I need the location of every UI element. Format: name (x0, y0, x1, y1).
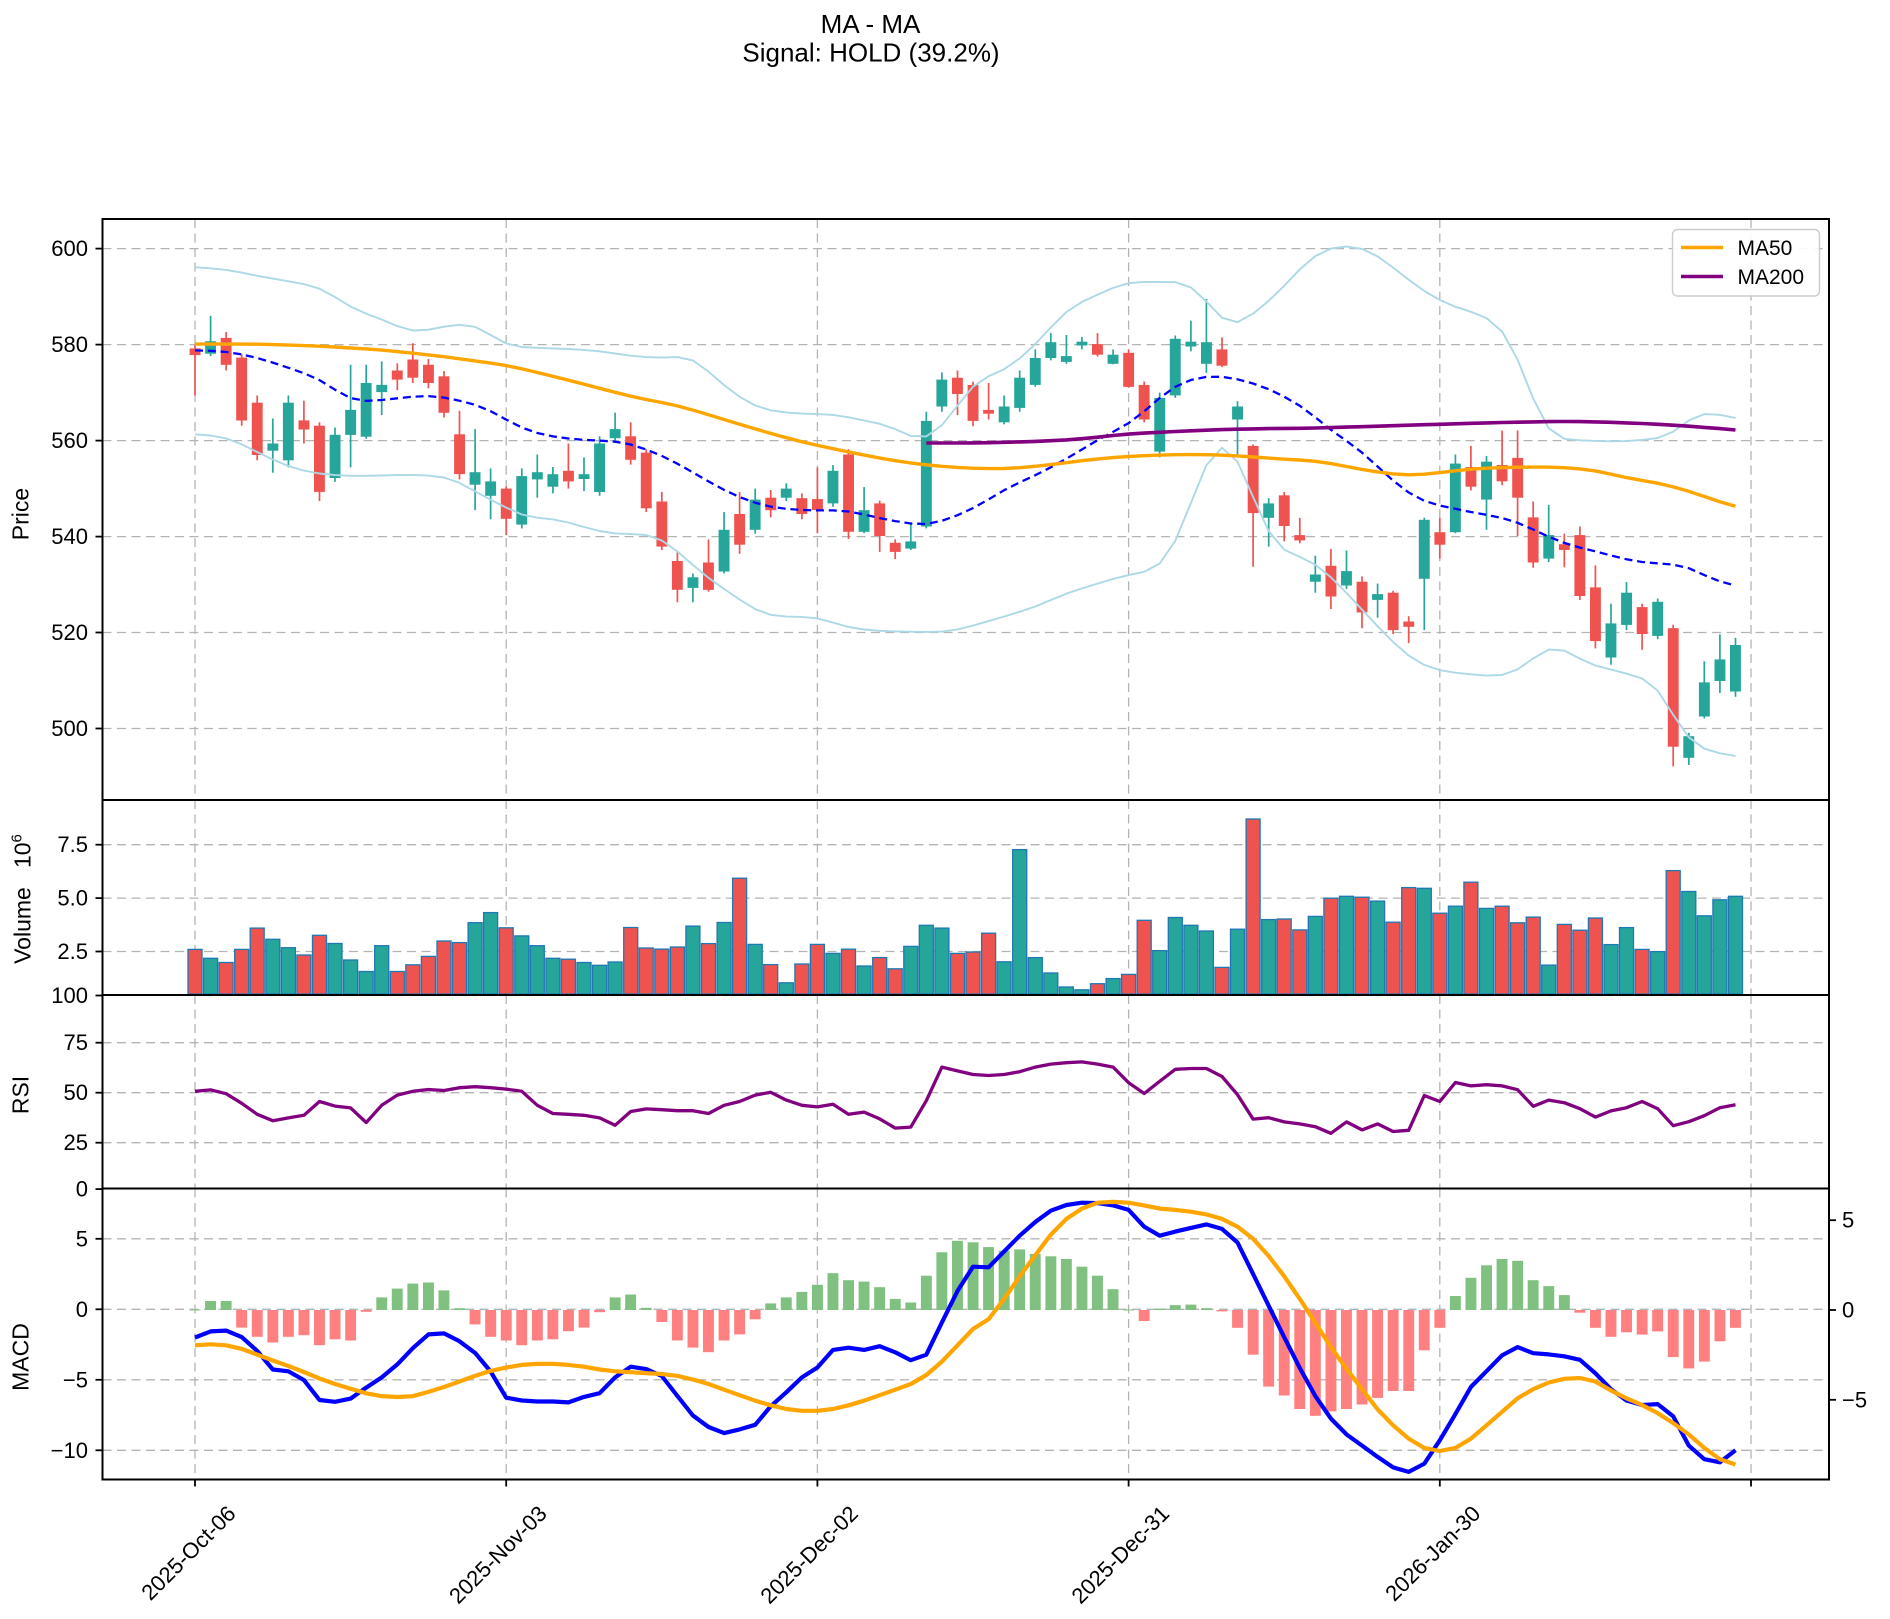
svg-text:MA50: MA50 (1738, 237, 1793, 260)
svg-text:5.0: 5.0 (57, 886, 88, 911)
svg-text:Signal: HOLD (39.2%): Signal: HOLD (39.2%) (742, 38, 999, 68)
svg-text:MACD: MACD (8, 1323, 34, 1391)
svg-text:0: 0 (76, 1177, 88, 1202)
svg-text:0: 0 (1842, 1298, 1854, 1323)
svg-text:5: 5 (1842, 1208, 1854, 1233)
svg-text:−10: −10 (51, 1438, 88, 1463)
svg-text:5: 5 (76, 1226, 88, 1251)
svg-text:RSI: RSI (8, 1076, 34, 1114)
svg-text:−5: −5 (1842, 1387, 1867, 1412)
svg-text:−5: −5 (63, 1367, 88, 1392)
svg-text:560: 560 (51, 428, 88, 453)
svg-text:0: 0 (76, 1297, 88, 1322)
svg-text:7.5: 7.5 (57, 832, 88, 857)
svg-text:MA200: MA200 (1738, 266, 1805, 289)
svg-text:520: 520 (51, 620, 88, 645)
svg-text:2.5: 2.5 (57, 939, 88, 964)
svg-text:580: 580 (51, 332, 88, 357)
svg-text:Volume 106: Volume 106 (9, 834, 36, 964)
svg-text:50: 50 (64, 1080, 88, 1105)
svg-text:Price: Price (7, 488, 33, 540)
svg-text:600: 600 (51, 236, 88, 261)
svg-text:540: 540 (51, 524, 88, 549)
svg-text:75: 75 (64, 1030, 88, 1055)
svg-text:500: 500 (51, 716, 88, 741)
svg-text:100: 100 (51, 983, 88, 1008)
svg-text:MA - MA: MA - MA (821, 9, 921, 39)
svg-text:25: 25 (64, 1130, 88, 1155)
